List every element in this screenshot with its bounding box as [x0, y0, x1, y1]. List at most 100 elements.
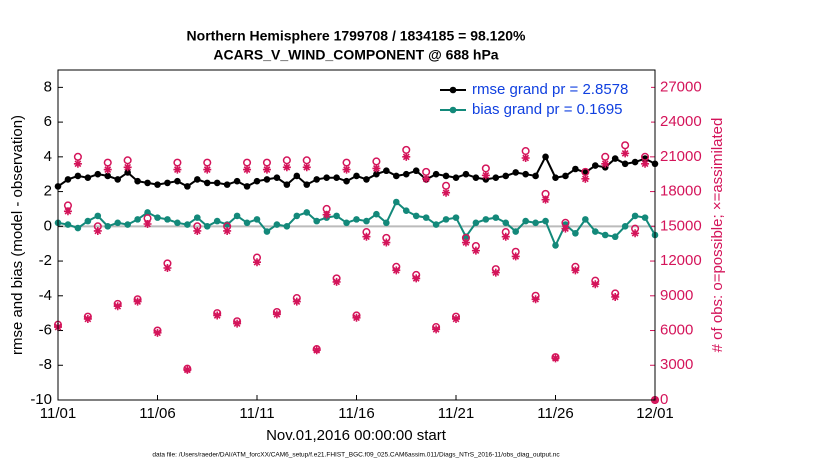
point	[621, 149, 630, 158]
point	[194, 214, 201, 221]
point	[621, 160, 629, 168]
point	[532, 172, 539, 180]
point	[253, 216, 261, 223]
point	[213, 217, 221, 225]
x-tick-label: 11/16	[338, 405, 374, 422]
y-tick-label: -8	[39, 356, 52, 373]
point	[243, 165, 252, 174]
point	[461, 238, 470, 247]
x-tick-label: 12/01	[636, 405, 674, 422]
point	[422, 214, 430, 221]
y-tick-label: 8	[44, 78, 52, 95]
point	[442, 188, 451, 197]
point	[273, 174, 281, 181]
point	[571, 266, 580, 275]
point	[562, 172, 569, 180]
point	[591, 280, 600, 289]
x-tick-label: 11/11	[239, 405, 274, 422]
point	[372, 157, 381, 166]
y-tick-label: -10	[30, 391, 52, 408]
point	[542, 217, 549, 225]
point	[84, 174, 92, 181]
point	[522, 217, 529, 225]
point	[173, 158, 182, 167]
point	[123, 163, 132, 172]
x-tick-label: 11/01	[40, 405, 76, 422]
point	[143, 220, 152, 228]
point	[502, 219, 510, 227]
point	[73, 159, 82, 168]
point	[373, 170, 380, 178]
point	[223, 181, 231, 188]
point	[243, 158, 252, 167]
point	[373, 210, 380, 218]
point	[183, 365, 192, 374]
y2-tick-label: 15000	[660, 217, 702, 234]
x-tick-label: 11/26	[537, 405, 573, 422]
point	[432, 221, 440, 228]
point	[342, 165, 351, 174]
point	[491, 268, 500, 277]
point	[402, 170, 410, 178]
point	[481, 164, 490, 173]
point	[412, 167, 420, 175]
y2-axis-label: # of obs: o=possible; ×=assimilated	[709, 118, 726, 353]
point	[293, 172, 301, 180]
point	[392, 266, 401, 275]
point	[63, 207, 72, 216]
point	[243, 219, 251, 227]
point	[432, 325, 441, 334]
point	[481, 171, 490, 180]
x-tick-label: 11/06	[139, 405, 175, 422]
point	[601, 152, 610, 161]
point	[124, 221, 131, 228]
point	[322, 210, 331, 219]
chart-title: Northern Hemisphere 1799708 / 1834185 = …	[187, 28, 526, 44]
point	[253, 258, 261, 267]
point	[353, 172, 360, 180]
y-axis-label: rmse and bias (model - observation)	[9, 115, 26, 355]
point	[402, 145, 411, 154]
point	[94, 170, 102, 178]
point	[124, 169, 131, 176]
point	[532, 219, 539, 227]
point	[263, 176, 271, 183]
point	[512, 228, 519, 235]
point	[472, 219, 480, 227]
point	[432, 170, 440, 178]
point	[611, 292, 620, 301]
point	[471, 246, 480, 255]
point	[621, 141, 630, 150]
point	[272, 310, 281, 319]
point	[283, 223, 291, 230]
point	[542, 153, 549, 161]
point	[83, 314, 92, 323]
point	[114, 219, 121, 227]
point	[233, 319, 242, 328]
point	[282, 163, 291, 172]
point	[631, 158, 639, 166]
point	[511, 252, 520, 261]
point	[114, 176, 121, 183]
point	[74, 172, 82, 180]
point	[631, 212, 639, 220]
y-tick-label: 6	[44, 113, 52, 130]
point	[203, 179, 211, 187]
point	[382, 238, 391, 247]
point	[174, 219, 181, 227]
point	[163, 264, 172, 272]
point	[521, 154, 530, 162]
point	[64, 176, 72, 183]
point	[103, 165, 112, 174]
point	[611, 155, 619, 162]
point	[581, 174, 590, 183]
point	[362, 232, 371, 241]
point	[422, 174, 431, 183]
point	[164, 216, 171, 223]
point	[383, 167, 390, 175]
point	[482, 216, 490, 223]
point	[134, 177, 141, 185]
point	[582, 216, 589, 223]
point	[561, 224, 570, 233]
point	[353, 216, 360, 223]
